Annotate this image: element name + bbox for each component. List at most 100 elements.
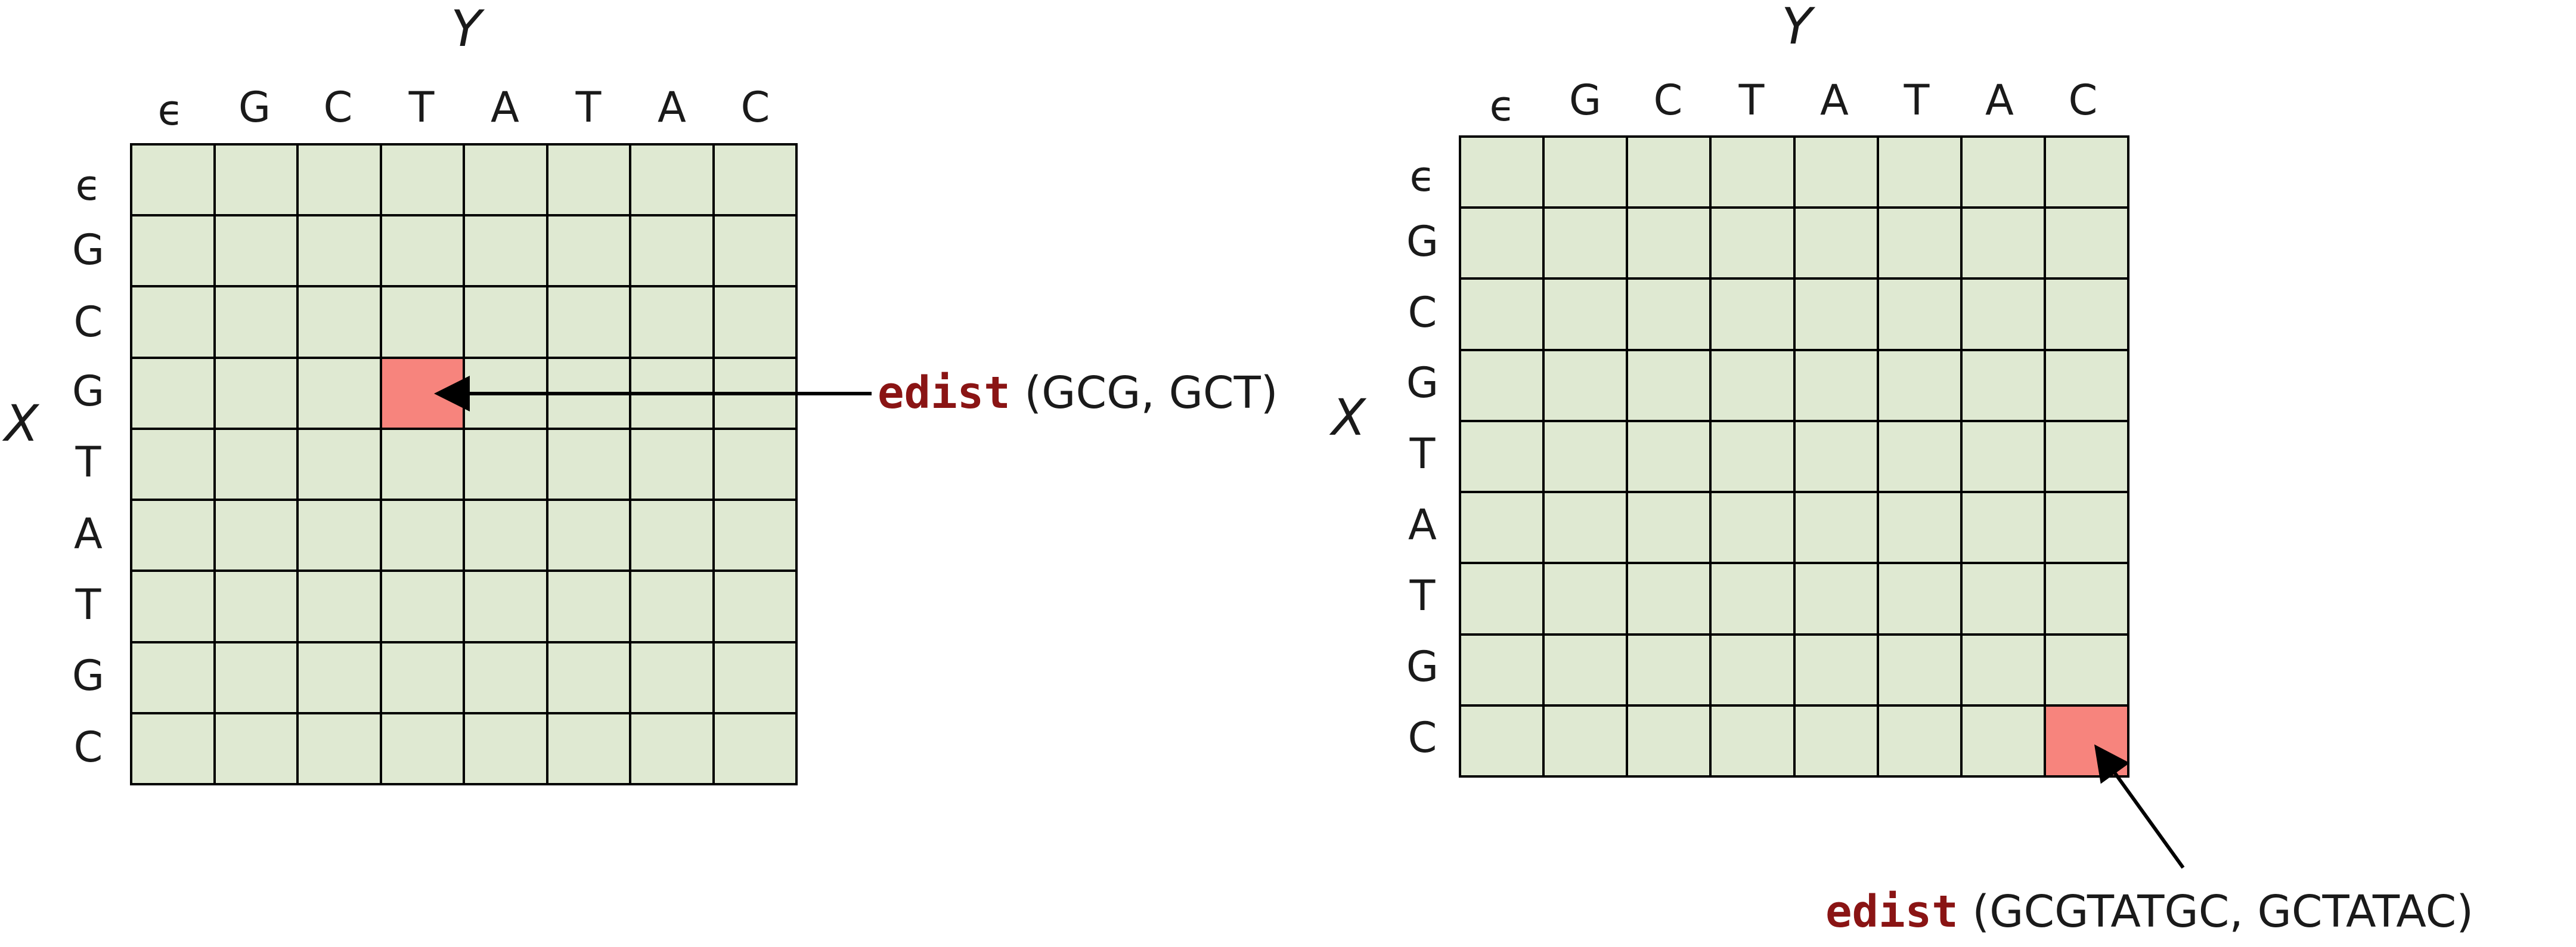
right-row-header: ϵ <box>1409 152 1436 201</box>
matrix-cell <box>1878 209 1960 278</box>
matrix-cell <box>714 287 795 357</box>
matrix-cell <box>1712 422 1793 491</box>
right-dp-matrix <box>1459 135 2129 778</box>
matrix-cell <box>1795 351 1877 420</box>
matrix-cell <box>2045 138 2127 207</box>
matrix-cell <box>1628 351 1710 420</box>
left-row-header: T <box>75 580 101 629</box>
left-col-header: T <box>575 83 602 132</box>
matrix-cell <box>1461 635 1543 704</box>
right-y-axis-label: Y <box>1781 0 1812 55</box>
matrix-cell <box>1628 280 1710 349</box>
matrix-cell <box>465 429 546 499</box>
matrix-cell <box>714 714 795 783</box>
right-col-header: G <box>1568 76 1602 125</box>
left-annotation-args: (GCG, GCT) <box>1024 367 1278 419</box>
matrix-cell <box>132 501 213 570</box>
right-row-header: T <box>1409 429 1436 478</box>
matrix-cell <box>2045 635 2127 704</box>
matrix-cell <box>132 643 213 712</box>
left-row-header: C <box>73 723 103 772</box>
matrix-cell <box>548 429 629 499</box>
right-col-header: T <box>1904 76 1930 125</box>
left-row-header: T <box>75 438 101 487</box>
matrix-cell <box>382 643 463 712</box>
matrix-cell <box>1962 351 2044 420</box>
matrix-cell <box>465 216 546 286</box>
matrix-cell <box>1712 493 1793 562</box>
matrix-cell <box>465 643 546 712</box>
matrix-cell <box>132 429 213 499</box>
matrix-cell <box>1712 564 1793 633</box>
matrix-cell <box>1461 493 1543 562</box>
matrix-cell <box>382 216 463 286</box>
matrix-cell <box>215 572 296 641</box>
right-annotation-function: edist <box>1825 886 1958 937</box>
matrix-cell <box>299 714 380 783</box>
right-x-axis-label: X <box>1331 388 1366 447</box>
matrix-cell <box>132 287 213 357</box>
matrix-cell <box>215 643 296 712</box>
matrix-cell <box>1628 493 1710 562</box>
left-dp-matrix <box>130 143 798 785</box>
matrix-cell <box>382 287 463 357</box>
matrix-cell <box>382 429 463 499</box>
matrix-cell <box>1962 280 2044 349</box>
matrix-cell <box>132 358 213 428</box>
right-row-header: A <box>1408 500 1437 549</box>
matrix-cell <box>299 358 380 428</box>
matrix-cell <box>548 216 629 286</box>
matrix-cell <box>1712 351 1793 420</box>
matrix-cell <box>1545 351 1626 420</box>
matrix-cell <box>1878 351 1960 420</box>
matrix-cell <box>1878 422 1960 491</box>
matrix-cell <box>2045 422 2127 491</box>
matrix-cell <box>1878 564 1960 633</box>
left-col-header: T <box>408 83 435 132</box>
matrix-cell <box>382 714 463 783</box>
left-col-header: A <box>491 83 519 132</box>
left-col-header: C <box>323 83 353 132</box>
matrix-cell <box>1628 209 1710 278</box>
matrix-cell <box>1461 351 1543 420</box>
matrix-cell <box>132 572 213 641</box>
right-annotation: edist (GCGTATGC, GCTATAC) <box>1825 890 2473 934</box>
matrix-cell <box>714 146 795 215</box>
matrix-cell <box>1795 706 1877 775</box>
matrix-cell <box>1461 706 1543 775</box>
matrix-cell <box>215 429 296 499</box>
matrix-cell <box>382 501 463 570</box>
matrix-cell <box>1545 493 1626 562</box>
right-row-header: C <box>1408 713 1437 762</box>
matrix-cell <box>215 216 296 286</box>
left-col-header: A <box>658 83 686 132</box>
right-row-header: C <box>1408 288 1437 337</box>
matrix-cell <box>299 572 380 641</box>
matrix-cell <box>1545 635 1626 704</box>
matrix-cell <box>465 146 546 215</box>
matrix-cell <box>1878 706 1960 775</box>
left-row-header: G <box>72 651 105 700</box>
matrix-cell <box>215 714 296 783</box>
matrix-cell <box>548 643 629 712</box>
right-col-header: ϵ <box>1489 82 1515 131</box>
matrix-cell <box>631 643 712 712</box>
matrix-cell <box>465 501 546 570</box>
left-row-header: A <box>74 509 103 558</box>
right-row-header: G <box>1406 358 1439 407</box>
matrix-cell <box>215 146 296 215</box>
matrix-cell <box>631 714 712 783</box>
matrix-cell <box>215 358 296 428</box>
right-annotation-args: (GCGTATGC, GCTATAC) <box>1972 886 2474 937</box>
matrix-cell <box>631 216 712 286</box>
matrix-cell <box>299 216 380 286</box>
matrix-cell <box>1795 209 1877 278</box>
left-row-header: G <box>72 225 105 274</box>
matrix-cell <box>1962 635 2044 704</box>
matrix-cell <box>2045 209 2127 278</box>
matrix-cell <box>1795 422 1877 491</box>
matrix-cell <box>299 501 380 570</box>
matrix-cell <box>299 287 380 357</box>
matrix-cell <box>1545 138 1626 207</box>
